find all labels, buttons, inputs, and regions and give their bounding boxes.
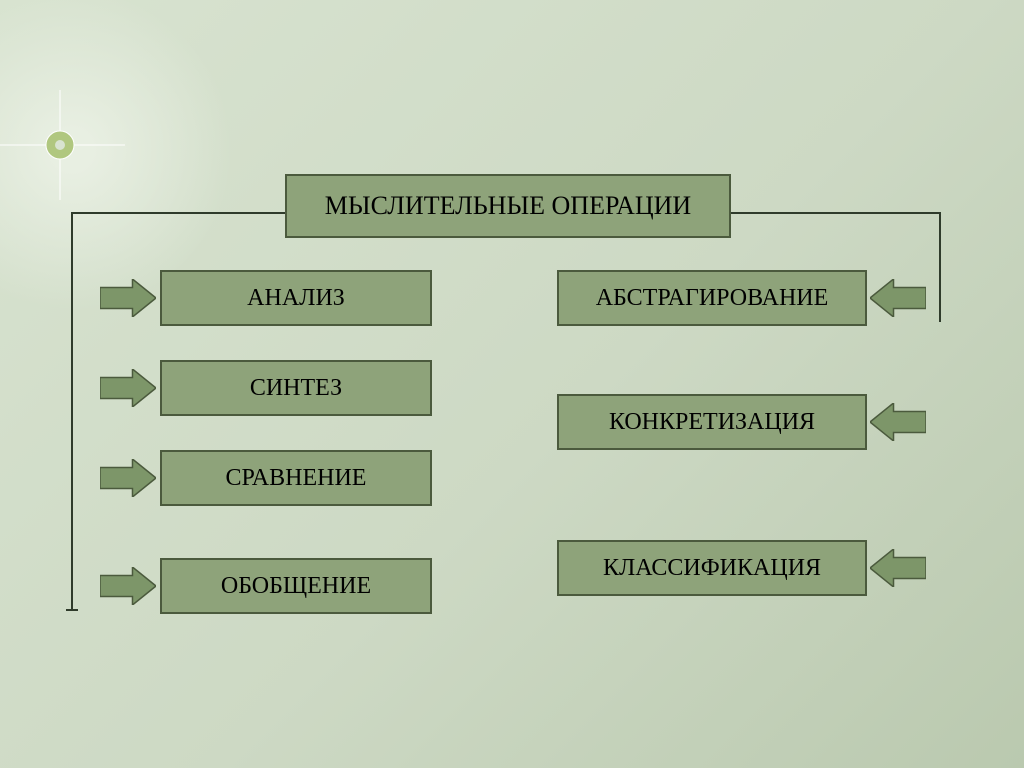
right-box-1-label: КОНКРЕТИЗАЦИЯ bbox=[609, 409, 815, 436]
left-arrow-3-icon bbox=[100, 567, 156, 605]
right-box-1: КОНКРЕТИЗАЦИЯ bbox=[557, 394, 867, 450]
right-box-0-label: АБСТРАГИРОВАНИЕ bbox=[596, 285, 829, 312]
left-arrow-0-icon bbox=[100, 279, 156, 317]
left-arrow-1-icon bbox=[100, 369, 156, 407]
title-box-label: МЫСЛИТЕЛЬНЫЕ ОПЕРАЦИИ bbox=[325, 191, 691, 221]
left-box-2-label: СРАВНЕНИЕ bbox=[226, 465, 367, 492]
right-box-2-label: КЛАССИФИКАЦИЯ bbox=[603, 555, 821, 582]
right-arrow-0-icon bbox=[870, 279, 926, 317]
right-box-0: АБСТРАГИРОВАНИЕ bbox=[557, 270, 867, 326]
right-arrow-2-icon bbox=[870, 549, 926, 587]
title-box: МЫСЛИТЕЛЬНЫЕ ОПЕРАЦИИ bbox=[285, 174, 731, 238]
left-box-3: ОБОБЩЕНИЕ bbox=[160, 558, 432, 614]
left-box-3-label: ОБОБЩЕНИЕ bbox=[221, 573, 371, 600]
left-arrow-2-icon bbox=[100, 459, 156, 497]
left-box-0-label: АНАЛИЗ bbox=[247, 285, 345, 312]
right-box-2: КЛАССИФИКАЦИЯ bbox=[557, 540, 867, 596]
left-box-1-label: СИНТЕЗ bbox=[250, 375, 342, 402]
left-box-0: АНАЛИЗ bbox=[160, 270, 432, 326]
right-arrow-1-icon bbox=[870, 403, 926, 441]
slide-canvas: МЫСЛИТЕЛЬНЫЕ ОПЕРАЦИИ АНАЛИЗ СИНТЕЗ СРАВНЕН… bbox=[0, 0, 1024, 768]
left-box-2: СРАВНЕНИЕ bbox=[160, 450, 432, 506]
left-box-1: СИНТЕЗ bbox=[160, 360, 432, 416]
